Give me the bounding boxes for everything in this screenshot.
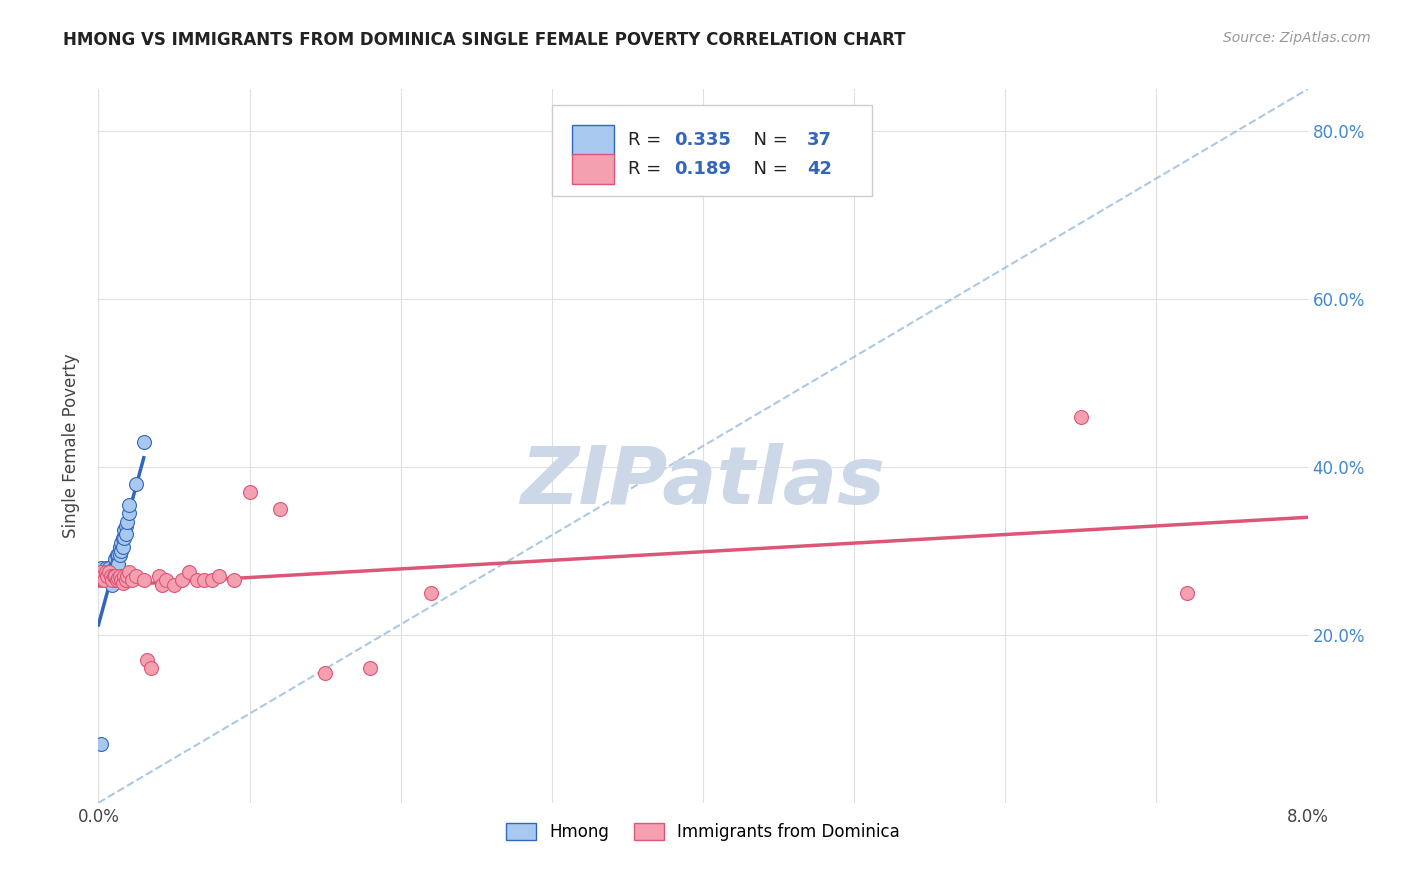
- Point: [110, 574, 132, 588]
- Point: [193, 574, 215, 588]
- Point: [104, 552, 127, 566]
- Point: [201, 574, 224, 588]
- Point: [186, 574, 208, 588]
- Point: [155, 574, 177, 588]
- Legend: Hmong, Immigrants from Dominica: Hmong, Immigrants from Dominica: [499, 816, 907, 848]
- Point: [103, 569, 125, 583]
- Text: N =: N =: [742, 160, 793, 178]
- Point: [93, 574, 115, 588]
- Point: [98, 569, 121, 583]
- Point: [141, 661, 163, 675]
- Point: [112, 532, 135, 546]
- Point: [111, 540, 134, 554]
- Point: [1175, 586, 1198, 600]
- FancyBboxPatch shape: [572, 126, 613, 155]
- Point: [112, 569, 135, 583]
- Text: 37: 37: [807, 131, 832, 150]
- Point: [98, 560, 121, 574]
- Point: [94, 560, 117, 574]
- Point: [114, 527, 136, 541]
- Point: [111, 532, 134, 546]
- Point: [239, 485, 262, 500]
- Point: [118, 565, 141, 579]
- Point: [121, 574, 143, 588]
- Point: [420, 586, 443, 600]
- Point: [224, 574, 246, 588]
- Point: [132, 434, 155, 449]
- Point: [269, 502, 291, 516]
- Point: [135, 653, 157, 667]
- Point: [1070, 409, 1092, 424]
- Point: [108, 569, 131, 583]
- Point: [101, 574, 124, 588]
- Point: [107, 571, 129, 585]
- Text: N =: N =: [742, 131, 793, 150]
- Text: R =: R =: [628, 131, 666, 150]
- Point: [105, 574, 128, 588]
- Point: [90, 565, 112, 579]
- Point: [115, 569, 138, 583]
- Point: [96, 569, 118, 583]
- Point: [150, 577, 173, 591]
- Point: [118, 498, 141, 512]
- Text: HMONG VS IMMIGRANTS FROM DOMINICA SINGLE FEMALE POVERTY CORRELATION CHART: HMONG VS IMMIGRANTS FROM DOMINICA SINGLE…: [63, 31, 905, 49]
- Point: [125, 569, 148, 583]
- Point: [208, 569, 231, 583]
- Point: [94, 565, 117, 579]
- Point: [108, 540, 131, 554]
- Point: [110, 544, 132, 558]
- Point: [98, 565, 121, 579]
- Point: [115, 515, 138, 529]
- Point: [90, 560, 112, 574]
- Point: [118, 506, 141, 520]
- Point: [360, 661, 382, 675]
- Point: [96, 565, 118, 579]
- Point: [163, 577, 186, 591]
- Point: [114, 574, 136, 588]
- Point: [103, 560, 125, 574]
- Point: [100, 574, 122, 588]
- Point: [93, 574, 115, 588]
- Point: [91, 569, 114, 583]
- Point: [105, 557, 128, 571]
- Point: [132, 574, 155, 588]
- Point: [100, 569, 122, 583]
- Text: R =: R =: [628, 160, 666, 178]
- FancyBboxPatch shape: [572, 154, 613, 184]
- Point: [104, 560, 127, 574]
- Y-axis label: Single Female Poverty: Single Female Poverty: [62, 354, 80, 538]
- Point: [111, 575, 134, 590]
- Point: [96, 569, 118, 583]
- Point: [104, 569, 127, 583]
- Point: [101, 577, 124, 591]
- Point: [90, 737, 112, 751]
- Text: 42: 42: [807, 160, 832, 178]
- Point: [314, 665, 336, 680]
- Point: [103, 569, 125, 583]
- Point: [91, 569, 114, 583]
- Point: [179, 565, 201, 579]
- Point: [108, 548, 131, 562]
- Point: [148, 569, 170, 583]
- FancyBboxPatch shape: [551, 105, 872, 196]
- Point: [114, 518, 136, 533]
- Text: Source: ZipAtlas.com: Source: ZipAtlas.com: [1223, 31, 1371, 45]
- Point: [107, 557, 129, 571]
- Point: [112, 523, 135, 537]
- Point: [107, 548, 129, 562]
- Point: [105, 548, 128, 562]
- Point: [103, 574, 125, 588]
- Text: ZIPatlas: ZIPatlas: [520, 442, 886, 521]
- Point: [110, 535, 132, 549]
- Point: [101, 569, 124, 583]
- Point: [125, 476, 148, 491]
- Point: [170, 574, 193, 588]
- Point: [100, 565, 122, 579]
- Text: 0.335: 0.335: [673, 131, 731, 150]
- Text: 0.189: 0.189: [673, 160, 731, 178]
